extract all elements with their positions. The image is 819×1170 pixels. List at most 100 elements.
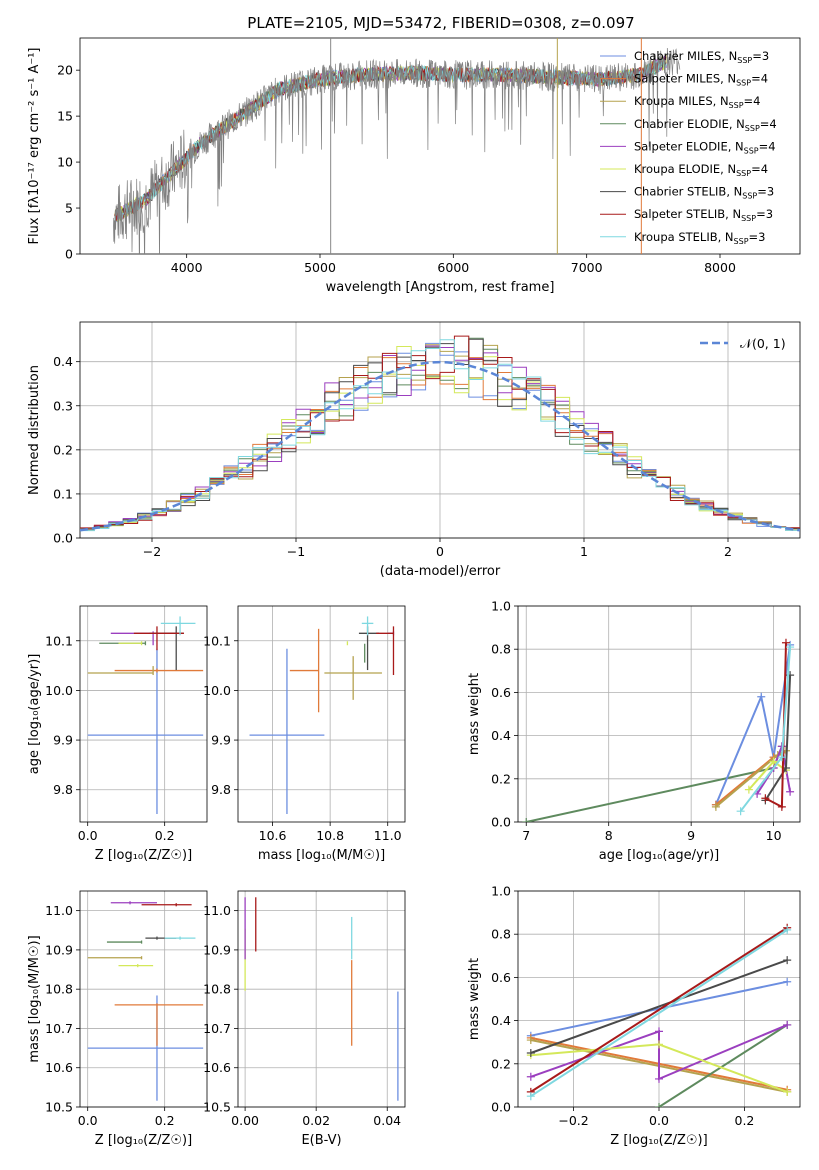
mass-vs-Z-panel: 0.0 0.2 10.5 10.6 10.7 10.8 10.9 11.0 Z [log₁₀(Z… (27, 890, 208, 1148)
weight-vs-age-ylabel: mass weight (467, 673, 482, 755)
spectrum-legend: Chabrier MILES, NSSP=3 Salpeter MILES, NS… (600, 49, 777, 246)
mass-vs-Z-tick-label-x: 0.2 (155, 1113, 175, 1128)
age-vs-mass-tick-label-y: 10.0 (203, 683, 231, 698)
spectrum-tick-label-x: 6000 (437, 260, 469, 275)
mass-vs-EBV-tick-label-x: 0.00 (231, 1113, 259, 1128)
weight-vs-age-tick-label-x: 7 (522, 828, 530, 843)
legend-label-subscript: SSP (744, 146, 759, 155)
legend-label-subscript: SSP (736, 79, 751, 88)
spectrum-frame (79, 37, 801, 255)
weight-vs-age-tick-label-y: 0.4 (491, 728, 511, 743)
mass-vs-EBV-tick-label-y: 11.0 (203, 903, 231, 918)
legend-label: Chabrier ELODIE, NSSP=4 (634, 117, 777, 133)
spectrum-tick-label-y: 0 (65, 247, 73, 262)
weight-vs-age-xlabel: age [log₁₀(age/yr)] (599, 848, 720, 863)
spectrum-ylabel: Flux [fλ10⁻¹⁷ erg cm⁻² s⁻¹ A⁻¹] (27, 48, 42, 245)
weight-point-marker (526, 1049, 535, 1057)
weight-vs-age-tick-label-y: 0.6 (491, 685, 511, 700)
legend-label-subscript: SSP (745, 124, 760, 133)
mass-vs-Z-tick-label-y: 10.8 (45, 982, 73, 997)
legend-label: Salpeter MILES, NSSP=4 (634, 72, 768, 88)
weight-vs-Z-tick-label-y: 0.8 (491, 927, 511, 942)
weight-vs-Z-panel: −0.2 0.0 0.2 0.0 0.2 0.4 0.6 0.8 1.0 Z [log₁₀(Z/Z… (467, 884, 801, 1148)
spectrum-tick-label-x: 8000 (704, 260, 736, 275)
weight-point-marker (744, 785, 753, 794)
age-vs-mass-frame (237, 605, 406, 823)
observed-spectrum-line (112, 47, 681, 254)
legend-label-value: =4 (744, 94, 761, 108)
weight-point-marker (522, 818, 531, 822)
legend-label-subscript: SSP (729, 101, 744, 110)
weight-series-line (658, 1024, 788, 1107)
residuals-xlabel: (data-model)/error (380, 564, 501, 579)
weight-series-line (530, 929, 788, 1098)
legend-label-value: =3 (756, 207, 773, 221)
legend-label-value: =3 (749, 230, 766, 244)
weight-vs-Z-tick-label-x: 0.2 (735, 1113, 755, 1128)
weight-vs-Z-tick-label-y: 0.2 (491, 1056, 511, 1071)
residuals-tick-label-y: 0.4 (53, 354, 73, 369)
residuals-tick-label-x: 2 (724, 544, 732, 559)
legend-label: Kroupa ELODIE, NSSP=4 (634, 162, 768, 178)
weight-series-line (530, 926, 788, 1093)
weight-point-marker (786, 787, 795, 796)
legend-label-subscript: SSP (737, 56, 752, 65)
residuals-tick-label-x: 1 (580, 544, 588, 559)
spectrum-tick-label-y: 5 (65, 201, 73, 216)
residuals-ylabel: Normed distribution (27, 365, 42, 495)
weight-point-marker (711, 802, 720, 811)
residuals-tick-label-x: −2 (143, 544, 161, 559)
weight-point-marker (526, 1072, 535, 1081)
weight-point-marker (777, 802, 786, 811)
spectrum-tick-label-y: 15 (57, 109, 73, 124)
weight-vs-age-panel: 7 8 9 10 0.0 0.2 0.4 0.6 0.8 1.0 age [log₁₀(age/yr… (467, 599, 801, 863)
weight-vs-Z-tick-label-x: 0.0 (649, 1113, 669, 1128)
weight-series-line (764, 642, 787, 809)
residuals-tick-label-y: 0.3 (53, 398, 73, 413)
mass-vs-EBV-xlabel: E(B-V) (301, 1133, 341, 1148)
mass-vs-EBV-tick-label-y: 10.9 (203, 942, 231, 957)
age-vs-Z-frame (79, 605, 208, 823)
age-vs-Z-tick-label-x: 0.2 (155, 828, 175, 843)
age-vs-mass-xlabel: mass [log₁₀(M/M☉)] (258, 848, 385, 863)
legend-label: Chabrier STELIB, NSSP=3 (634, 185, 774, 201)
age-vs-Z-tick-label-y: 9.9 (53, 733, 73, 748)
residual-histogram-step (80, 339, 800, 532)
spectrum-tick-label-y: 20 (57, 63, 73, 78)
weight-point-marker (655, 1103, 663, 1107)
residuals-frame (79, 321, 801, 539)
mass-vs-Z-plot-area (87, 901, 204, 1101)
weight-point-marker (769, 757, 778, 766)
legend-label: Kroupa STELIB, NSSP=3 (634, 230, 765, 246)
weight-point-marker (783, 977, 792, 986)
mass-vs-EBV-tick-label-x: 0.02 (302, 1113, 330, 1128)
spectrum-tick-label-x: 4000 (171, 260, 203, 275)
weight-point-marker (781, 638, 790, 647)
age-vs-mass-panel: 10.6 10.8 11.0 9.8 9.9 10.0 10.1 mass [log₁₀(M/… (203, 605, 406, 863)
legend-label-subscript: SSP (742, 192, 757, 201)
age-vs-mass-tick-label-y: 10.1 (203, 633, 231, 648)
weight-vs-Z-tick-label-y: 1.0 (491, 884, 511, 899)
mass-vs-EBV-panel: 0.00 0.02 0.04 10.5 10.6 10.7 10.8 10.9 11.0 E(B-… (203, 890, 406, 1148)
residuals-tick-label-y: 0.2 (53, 442, 73, 457)
legend-label-value: =4 (760, 117, 777, 131)
residuals-tick-label-x: 0 (436, 544, 444, 559)
legend-label-subscript: SSP (734, 237, 749, 246)
weight-vs-age-tick-label-x: 8 (605, 828, 613, 843)
spectrum-tick-label-x: 7000 (571, 260, 603, 275)
age-vs-mass-tick-label-x: 10.6 (259, 828, 287, 843)
weight-point-marker (783, 1087, 792, 1096)
mass-vs-Z-xlabel: Z [log₁₀(Z/Z☉)] (95, 1133, 192, 1148)
mass-vs-EBV-tick-label-y: 10.6 (203, 1060, 231, 1075)
weight-vs-Z-plot-area (526, 923, 792, 1107)
spectrum-plot-area (112, 38, 681, 254)
mass-vs-Z-tick-label-y: 10.9 (45, 942, 73, 957)
age-vs-mass-tick-label-y: 9.9 (211, 733, 231, 748)
age-vs-Z-panel: 0.0 0.2 9.8 9.9 10.0 10.1 Z [log₁₀(Z/Z☉)] age [… (27, 605, 208, 863)
mass-vs-Z-tick-label-y: 11.0 (45, 903, 73, 918)
mass-vs-Z-frame (79, 890, 208, 1108)
weight-series-line (714, 644, 792, 806)
weight-point-marker (655, 1040, 663, 1049)
mass-vs-Z-tick-label-y: 10.6 (45, 1060, 73, 1075)
weight-vs-age-frame (517, 605, 801, 823)
